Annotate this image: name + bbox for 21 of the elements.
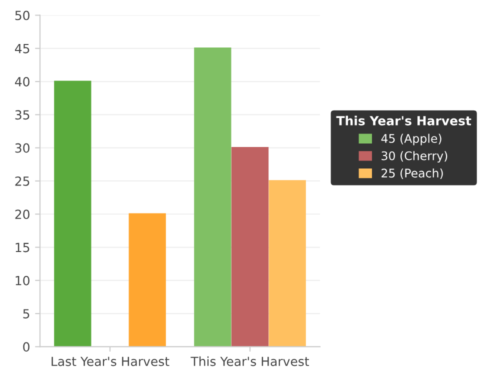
bar — [128, 213, 166, 347]
y-tick-label: 50 — [15, 10, 30, 20]
y-tick-label: 40 — [14, 77, 30, 86]
x-tick-label: Last Year's Harvest — [52, 356, 170, 366]
bar — [54, 80, 92, 347]
y-tick-label: 5 — [23, 309, 30, 318]
legend-title: This Year's Harvest — [336, 116, 472, 126]
y-tick-label: 10 — [16, 276, 30, 286]
legend-label: 30 (Cherry) — [382, 151, 448, 163]
bar — [231, 146, 269, 347]
y-tick-label: 0 — [23, 342, 30, 352]
legend-label: 45 (Apple) — [381, 134, 442, 146]
y-tick-label: 20 — [15, 210, 30, 220]
y-tick-label: 25 — [15, 176, 30, 186]
bar — [268, 180, 306, 347]
legend-label: 25 (Peach) — [382, 168, 443, 179]
y-tick-label: 45 — [14, 44, 30, 54]
bar — [194, 48, 232, 347]
y-tick-label: 30 — [15, 143, 30, 153]
y-tick-label: 35 — [15, 110, 30, 120]
y-tick-label: 15 — [16, 242, 30, 252]
